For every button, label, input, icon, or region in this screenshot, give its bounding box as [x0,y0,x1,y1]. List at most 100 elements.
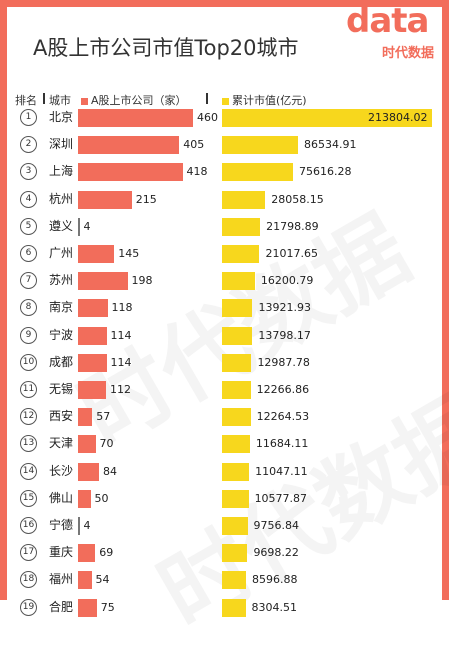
rank-badge: 7 [20,272,37,290]
market-cap-bar [222,190,266,209]
rank-badge: 9 [20,326,37,344]
market-cap-bar [222,217,261,236]
market-cap-value-label: 28058.15 [271,192,324,206]
city-label: 重庆 [49,545,74,560]
table-row: 13 天津 70 11684.11 [0,431,449,460]
companies-bar [78,163,183,182]
market-cap-bar [222,598,246,617]
header-market-cap: 累计市值(亿元) [222,92,307,108]
companies-value-label: 75 [100,600,115,614]
market-cap-bar [222,381,251,399]
rank-badge: 12 [20,408,37,426]
companies-bar [78,190,132,209]
market-cap-value-label: 10577.87 [254,491,308,505]
companies-value-label: 57 [96,410,111,424]
companies-value-label: 460 [197,111,218,124]
rank-badge: 3 [20,163,37,181]
companies-value-label: 70 [99,437,114,451]
companies-value-label: 145 [118,247,140,260]
chart-title: A股上市公司市值Top20城市 [33,36,299,60]
header-city: 城市 [49,94,71,107]
companies-value-label: 84 [103,464,117,478]
table-row: 14 长沙 84 11047.11 [0,459,449,488]
table-row: 5 遵义 4 21798.89 [0,214,449,243]
companies-value-label: 112 [110,383,131,396]
rank-badge: 5 [20,217,37,235]
city-label: 广州 [49,246,74,260]
rank-badge: 15 [20,489,37,507]
companies-bar [78,571,92,590]
header-companies-label: A股上市公司（家） [91,94,187,107]
companies-value-label: 69 [99,546,114,560]
table-row: 10 成都 114 12987.78 [0,350,449,379]
companies-value-label: 114 [110,328,132,342]
city-label: 北京 [49,110,74,124]
rank-badge: 17 [20,544,37,562]
page-frame [0,0,449,600]
header-rank: 排名 [15,94,37,107]
companies-bar [78,245,115,263]
market-cap-value-label: 21798.89 [266,219,319,233]
city-label: 西安 [49,409,74,424]
companies-value-label: 215 [135,192,157,206]
companies-bar [78,136,180,155]
market-cap-bar [222,163,294,182]
market-cap-value-label: 16200.79 [260,274,314,288]
market-cap-bar [222,326,253,345]
market-cap-value-label: 13798.17 [258,328,311,342]
city-label: 宁波 [49,327,74,342]
rank-badge: 14 [20,462,37,480]
companies-bar [78,353,107,372]
rank-badge: 8 [20,299,37,317]
table-row: 8 南京 118 13921.93 [0,295,449,324]
city-label: 佛山 [49,490,74,505]
table-row: 12 西安 57 12264.53 [0,404,449,433]
city-label: 苏州 [49,273,74,288]
table-row: 1 北京 460 213804.02 [0,105,449,134]
legend-swatch-companies [81,97,88,105]
rank-badge: 2 [20,136,37,154]
companies-value-label: 54 [95,573,110,587]
companies-value-label: 114 [110,355,132,369]
companies-value-label: 4 [83,519,91,532]
market-cap-bar [222,462,250,481]
companies-bar [78,435,96,454]
table-row: 18 福州 54 8596.88 [0,567,449,596]
rank-badge: 11 [20,381,37,398]
table-row: 3 上海 418 75616.28 [0,159,449,188]
rank-badge: 19 [20,598,37,616]
header-separator [43,93,45,104]
companies-bar [78,517,80,535]
companies-bar [78,217,80,236]
table-row: 7 苏州 198 16200.79 [0,268,449,297]
city-label: 宁德 [49,518,74,532]
market-cap-value-label: 9756.84 [253,519,300,532]
market-cap-bar [222,109,432,127]
table-row: 16 宁德 4 9756.84 [0,513,449,542]
brand-logo: data 时代数据 [346,4,438,70]
market-cap-bar [222,272,255,291]
market-cap-bar [222,517,248,535]
market-cap-value-label: 11047.11 [255,464,308,478]
city-label: 长沙 [49,463,74,478]
table-row: 2 深圳 405 86534.91 [0,132,449,161]
market-cap-value-label: 8596.88 [251,573,298,587]
companies-bar [78,326,107,345]
table-row: 17 重庆 69 9698.22 [0,540,449,569]
rank-badge: 4 [20,190,37,208]
companies-bar [78,489,91,508]
companies-bar [78,299,108,318]
table-row: 4 杭州 215 28058.15 [0,187,449,216]
market-cap-bar [222,435,250,454]
city-label: 天津 [49,436,74,451]
table-row: 19 合肥 75 8304.51 [0,595,449,624]
city-label: 南京 [49,300,74,315]
rank-badge: 6 [20,245,37,262]
market-cap-bar [222,571,246,590]
companies-bar [78,598,97,617]
city-label: 遵义 [49,218,74,233]
companies-value-label: 4 [83,219,91,233]
market-cap-value-label: 9698.22 [253,546,299,560]
city-label: 无锡 [49,382,74,396]
market-cap-bar [222,544,248,563]
